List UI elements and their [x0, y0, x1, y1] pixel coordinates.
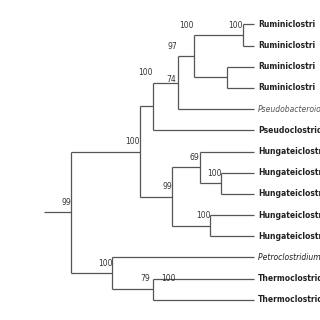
Text: 74: 74: [167, 75, 176, 84]
Text: 100: 100: [98, 259, 112, 268]
Text: Ruminiclostri: Ruminiclostri: [258, 84, 315, 92]
Text: Thermoclostridiu: Thermoclostridiu: [258, 274, 320, 283]
Text: 100: 100: [207, 169, 221, 178]
Text: 100: 100: [196, 212, 211, 220]
Text: Hungateiclostrid: Hungateiclostrid: [258, 232, 320, 241]
Text: Ruminiclostri: Ruminiclostri: [258, 62, 315, 71]
Text: 100: 100: [125, 137, 140, 146]
Text: 100: 100: [161, 274, 176, 283]
Text: Ruminiclostri: Ruminiclostri: [258, 41, 315, 50]
Text: 99: 99: [163, 182, 172, 191]
Text: Hungateiclostridiu: Hungateiclostridiu: [258, 189, 320, 198]
Text: 99: 99: [62, 198, 71, 207]
Text: Pseudobacteroio: Pseudobacteroio: [258, 105, 320, 114]
Text: Pseudoclostridium: Pseudoclostridium: [258, 126, 320, 135]
Text: 100: 100: [180, 21, 194, 30]
Text: 69: 69: [190, 153, 200, 162]
Text: Hungateiclostridiu: Hungateiclostridiu: [258, 168, 320, 177]
Text: 100: 100: [229, 21, 243, 30]
Text: 100: 100: [139, 68, 153, 77]
Text: 97: 97: [168, 42, 178, 51]
Text: Hungateiclostridiu: Hungateiclostridiu: [258, 211, 320, 220]
Text: Petroclostridium xyle: Petroclostridium xyle: [258, 253, 320, 262]
Text: Thermoclostridiu: Thermoclostridiu: [258, 295, 320, 304]
Text: Ruminiclostri: Ruminiclostri: [258, 20, 315, 29]
Text: 79: 79: [141, 274, 150, 283]
Text: Hungateiclostridiu: Hungateiclostridiu: [258, 147, 320, 156]
